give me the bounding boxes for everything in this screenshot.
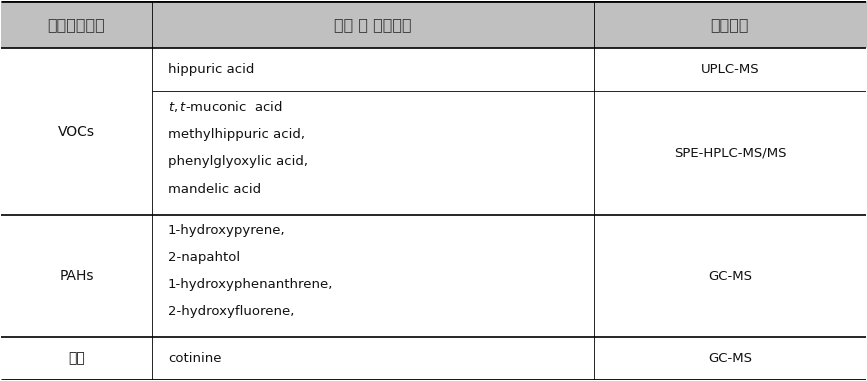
Text: VOCs: VOCs bbox=[58, 125, 95, 139]
Text: GC-MS: GC-MS bbox=[708, 270, 752, 283]
Text: UPLC-MS: UPLC-MS bbox=[701, 63, 759, 76]
Text: SPE-HPLC-MS/MS: SPE-HPLC-MS/MS bbox=[674, 147, 786, 160]
Text: 관련오염물질: 관련오염물질 bbox=[48, 17, 105, 32]
Text: 2-hydroxyfluorene,: 2-hydroxyfluorene, bbox=[167, 305, 294, 318]
Text: mandelic acid: mandelic acid bbox=[167, 182, 261, 195]
Text: 2-napahtol: 2-napahtol bbox=[167, 251, 240, 264]
Text: $\it{t,t}$-muconic  acid: $\it{t,t}$-muconic acid bbox=[167, 99, 283, 114]
Text: GC-MS: GC-MS bbox=[708, 352, 752, 365]
Text: 1-hydroxypyrene,: 1-hydroxypyrene, bbox=[167, 224, 285, 237]
Text: 분석장비: 분석장비 bbox=[711, 17, 749, 32]
Text: methylhippuric acid,: methylhippuric acid, bbox=[167, 128, 305, 141]
Text: PAHs: PAHs bbox=[59, 269, 94, 283]
Text: 1-hydroxyphenanthrene,: 1-hydroxyphenanthrene, bbox=[167, 278, 333, 291]
Text: phenylglyoxylic acid,: phenylglyoxylic acid, bbox=[167, 155, 308, 168]
Text: cotinine: cotinine bbox=[167, 352, 221, 365]
Text: 흡연: 흡연 bbox=[68, 352, 85, 366]
Text: hippuric acid: hippuric acid bbox=[167, 63, 254, 76]
Text: 생체 중 조사항목: 생체 중 조사항목 bbox=[334, 17, 412, 32]
